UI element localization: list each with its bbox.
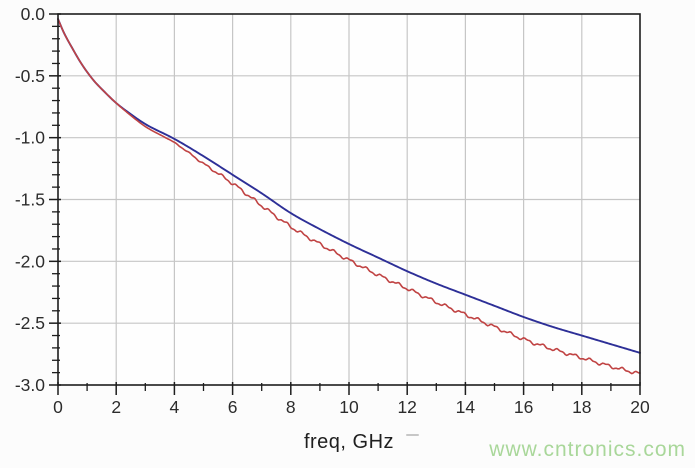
x-tick-label: 16 bbox=[514, 397, 533, 417]
x-tick-label: 6 bbox=[228, 397, 238, 417]
y-tick-label: -0.5 bbox=[15, 66, 45, 86]
y-tick-label: -1.5 bbox=[15, 190, 45, 210]
watermark: www.cntronics.com bbox=[489, 438, 686, 461]
x-tick-label: 8 bbox=[286, 397, 296, 417]
red-curve bbox=[57, 18, 641, 375]
smudge-artifact bbox=[406, 434, 419, 436]
x-tick-label: 18 bbox=[572, 397, 591, 417]
x-axis-title: freq, GHz bbox=[303, 431, 395, 453]
y-tick-label: -2.5 bbox=[15, 313, 45, 333]
x-tick-label: 4 bbox=[170, 397, 180, 417]
blue-curve bbox=[57, 18, 641, 354]
y-tick-label: -3.0 bbox=[15, 375, 45, 395]
x-tick-label: 2 bbox=[111, 397, 121, 417]
x-tick-label: 0 bbox=[53, 397, 63, 417]
x-tick-label: 10 bbox=[339, 397, 359, 417]
x-tick-label: 20 bbox=[630, 397, 650, 417]
y-tick-label: -1.0 bbox=[15, 128, 45, 148]
y-tick-label: -2.0 bbox=[15, 251, 45, 271]
x-tick-label: 12 bbox=[397, 397, 416, 417]
x-tick-label: 14 bbox=[456, 397, 476, 417]
y-tick-label: 0.0 bbox=[21, 4, 46, 24]
